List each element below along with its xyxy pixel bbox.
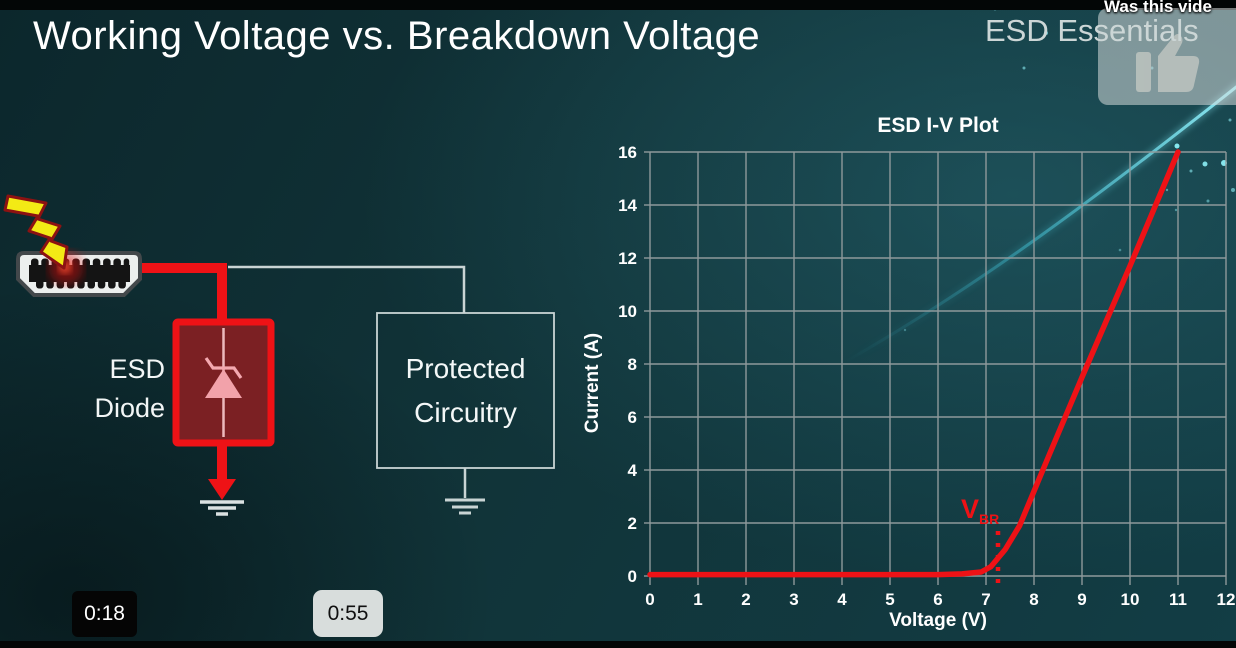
slide-title: Working Voltage vs. Breakdown Voltage	[33, 14, 761, 58]
y-tick-label: 10	[618, 302, 637, 321]
chart-title: ESD I-V Plot	[877, 114, 999, 137]
esd-red-wire	[140, 263, 227, 322]
x-tick-label: 3	[789, 590, 798, 609]
chapter-time-chip[interactable]: 0:55	[313, 590, 383, 637]
esd-diode-label: ESD Diode	[60, 350, 165, 428]
current-time-chip[interactable]: 0:18	[72, 591, 137, 637]
y-tick-label: 16	[618, 143, 637, 162]
protected-circuitry-box	[376, 312, 555, 469]
like-prompt-overlay[interactable]	[1098, 8, 1236, 105]
letterbox-bar-top	[0, 0, 1236, 10]
x-tick-label: 8	[1029, 590, 1038, 609]
protected-circuitry-label: Protected Circuitry	[377, 313, 554, 468]
red-arrowhead-icon	[208, 479, 236, 500]
y-tick-label: 14	[618, 196, 637, 215]
brand-watermark: ESD Essentials	[985, 13, 1199, 48]
vbr-subscript: BR	[979, 511, 1000, 527]
y-tick-label: 0	[628, 567, 637, 586]
x-tick-label: 6	[933, 590, 942, 609]
x-tick-label: 4	[837, 590, 847, 609]
x-tick-label: 12	[1217, 590, 1236, 609]
letterbox-bar-bottom	[0, 641, 1236, 648]
esd-diode-label-line1: ESD	[109, 354, 165, 384]
x-tick-label: 2	[741, 590, 750, 609]
x-tick-label: 1	[693, 590, 702, 609]
signal-wire	[228, 265, 466, 313]
y-tick-label: 12	[618, 249, 637, 268]
vbr-label: V	[961, 494, 980, 524]
zener-diode-icon	[204, 328, 243, 437]
esd-diode-label-line2: Diode	[94, 393, 165, 423]
y-tick-label: 8	[628, 355, 637, 374]
swoosh-line	[844, 85, 1236, 364]
x-tick-label: 10	[1121, 590, 1140, 609]
protected-label-line2: Circuitry	[414, 396, 517, 428]
thumbs-up-icon[interactable]	[1128, 26, 1236, 106]
x-tick-label: 11	[1169, 590, 1187, 609]
x-tick-label: 9	[1077, 590, 1086, 609]
iv-curve	[647, 149, 1181, 578]
lightning-bolt-icon	[3, 194, 69, 270]
x-axis-label: Voltage (V)	[889, 610, 987, 631]
y-tick-label: 4	[628, 461, 638, 480]
breakdown-voltage-annotation: VBR	[961, 494, 999, 527]
y-tick-label: 6	[628, 408, 637, 427]
y-tick-label: 2	[628, 514, 637, 533]
ground-icon	[200, 500, 244, 516]
ground-icon	[445, 498, 485, 515]
protected-label-line1: Protected	[405, 352, 526, 384]
x-tick-label: 5	[885, 590, 894, 609]
x-tick-label: 7	[981, 590, 990, 609]
like-prompt-text: Was this vide	[1104, 0, 1213, 16]
x-tick-label: 0	[645, 590, 654, 609]
